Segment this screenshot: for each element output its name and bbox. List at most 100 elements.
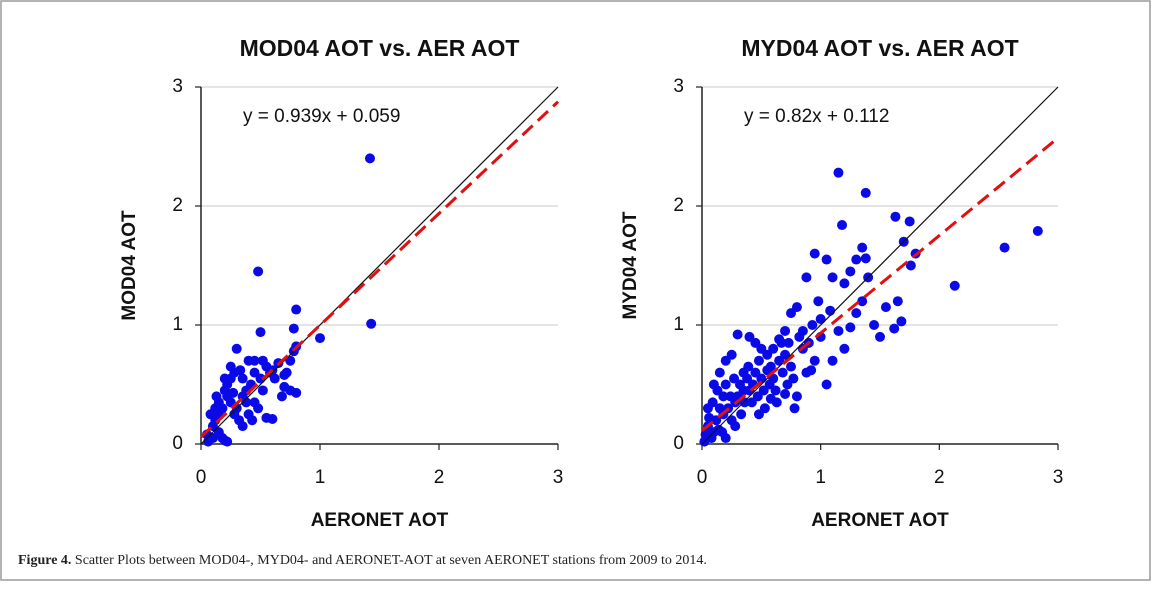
point bbox=[860, 187, 871, 198]
point bbox=[291, 387, 302, 398]
caption-label: Figure 4. bbox=[18, 553, 72, 568]
point bbox=[999, 242, 1010, 253]
point bbox=[249, 367, 260, 378]
point bbox=[1032, 225, 1043, 236]
point bbox=[315, 333, 325, 344]
point bbox=[807, 320, 818, 330]
point bbox=[827, 272, 838, 283]
point bbox=[219, 373, 230, 384]
point bbox=[765, 393, 776, 404]
point bbox=[765, 361, 776, 372]
equation: y = 0.939x + 0.059 bbox=[243, 106, 400, 127]
point bbox=[704, 412, 715, 423]
point bbox=[880, 302, 891, 313]
point bbox=[776, 337, 787, 348]
point bbox=[786, 361, 796, 372]
point bbox=[827, 355, 838, 366]
point bbox=[777, 367, 788, 378]
point bbox=[753, 409, 764, 420]
point bbox=[892, 296, 903, 307]
point bbox=[813, 296, 824, 307]
point bbox=[890, 211, 901, 222]
point bbox=[786, 308, 796, 319]
point bbox=[736, 409, 747, 420]
point bbox=[889, 323, 900, 334]
y-axis-label: MYD04 AOT bbox=[620, 211, 641, 319]
point bbox=[753, 355, 764, 366]
point bbox=[366, 318, 377, 329]
y-tick-label: 1 bbox=[673, 314, 684, 335]
y-tick-label: 3 bbox=[172, 76, 183, 97]
point bbox=[791, 391, 802, 402]
point bbox=[809, 355, 820, 366]
point bbox=[797, 325, 808, 336]
chart-title: MYD04 AOT vs. AER AOT bbox=[741, 35, 1018, 61]
point bbox=[904, 216, 915, 227]
caption: Figure 4. Scatter Plots between MOD04-, … bbox=[18, 553, 707, 569]
point bbox=[780, 349, 791, 360]
y-tick-label: 0 bbox=[673, 433, 684, 454]
point bbox=[833, 167, 844, 178]
point bbox=[228, 387, 239, 398]
y-axis-label: MOD04 AOT bbox=[119, 210, 140, 321]
point bbox=[729, 373, 740, 384]
point bbox=[783, 337, 794, 348]
point bbox=[714, 367, 725, 378]
point bbox=[857, 242, 868, 253]
point bbox=[744, 331, 755, 342]
point bbox=[809, 248, 820, 259]
point bbox=[896, 316, 907, 327]
point bbox=[732, 329, 743, 340]
point bbox=[253, 266, 264, 277]
x-tick-label: 3 bbox=[553, 467, 564, 488]
point bbox=[845, 322, 856, 333]
y-tick-label: 3 bbox=[673, 76, 684, 97]
point bbox=[229, 409, 240, 420]
point bbox=[857, 296, 868, 307]
point bbox=[764, 379, 775, 390]
x-tick-label: 0 bbox=[196, 467, 207, 488]
point bbox=[720, 379, 731, 390]
x-tick-label: 0 bbox=[697, 467, 708, 488]
point bbox=[739, 397, 750, 408]
point bbox=[780, 325, 791, 336]
x-tick-label: 2 bbox=[434, 467, 445, 488]
point bbox=[707, 397, 718, 408]
point bbox=[949, 280, 960, 291]
point bbox=[237, 421, 248, 432]
point bbox=[364, 153, 375, 164]
point bbox=[225, 361, 236, 372]
x-tick-label: 1 bbox=[315, 467, 326, 488]
x-axis-label: AERONET AOT bbox=[811, 510, 949, 531]
point bbox=[821, 379, 832, 390]
point bbox=[713, 424, 724, 435]
x-tick-label: 3 bbox=[1053, 467, 1064, 488]
x-axis-label: AERONET AOT bbox=[311, 510, 449, 531]
point bbox=[231, 343, 242, 354]
fit-line bbox=[199, 100, 560, 439]
point bbox=[780, 389, 791, 400]
point bbox=[839, 343, 850, 354]
point bbox=[730, 421, 741, 432]
equation: y = 0.82x + 0.112 bbox=[744, 106, 889, 127]
point bbox=[821, 254, 832, 265]
point bbox=[815, 314, 826, 325]
point bbox=[255, 327, 266, 338]
point bbox=[235, 365, 246, 376]
point bbox=[801, 367, 812, 378]
point bbox=[789, 403, 800, 414]
point bbox=[752, 391, 763, 402]
point bbox=[276, 391, 287, 402]
point bbox=[241, 397, 252, 408]
caption-text: Scatter Plots between MOD04-, MYD04- and… bbox=[71, 553, 707, 568]
point bbox=[801, 272, 812, 283]
point bbox=[756, 373, 767, 384]
point bbox=[788, 373, 799, 384]
point bbox=[243, 355, 254, 366]
point bbox=[837, 220, 848, 231]
point bbox=[860, 253, 871, 264]
point bbox=[851, 254, 862, 265]
point bbox=[267, 414, 278, 425]
one-to-one-line bbox=[701, 86, 1059, 445]
